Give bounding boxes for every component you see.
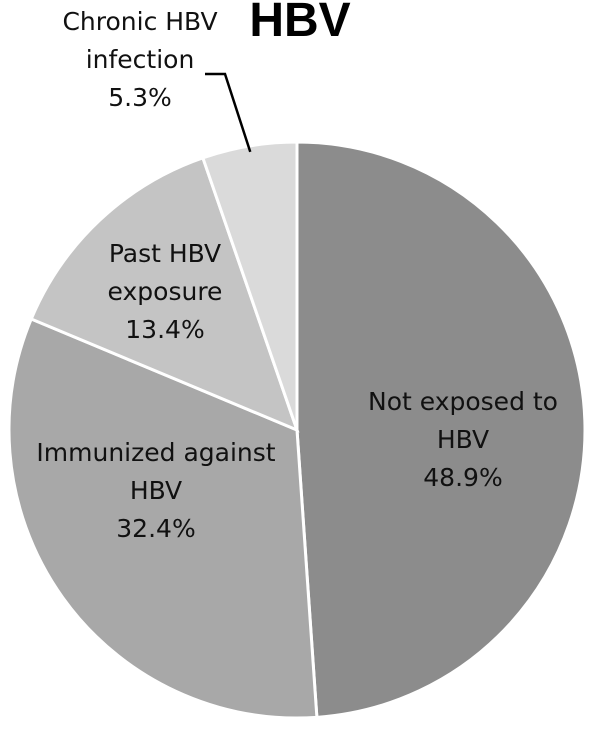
slice-labels: Not exposed to HBV 48.9% Immunized against H… <box>36 7 558 543</box>
pie-slice-immunized-against-hbv <box>7 316 319 720</box>
pie-slices <box>7 140 587 720</box>
slice-label-line: HBV <box>130 476 182 505</box>
slice-label-immunized-against-hbv: Immunized against HBV 32.4% <box>36 438 275 543</box>
slice-label-line: infection <box>86 45 195 74</box>
slice-label-line: Past HBV <box>109 239 221 268</box>
slice-label-line: HBV <box>437 425 489 454</box>
slice-label-line: Chronic HBV <box>62 7 217 36</box>
slice-label-line: 48.9% <box>423 463 502 492</box>
slice-label-chronic-hbv-infection: Chronic HBV infection 5.3% <box>62 7 217 112</box>
pie-slice-not-exposed-to-hbv <box>295 140 587 719</box>
slice-label-line: Not exposed to <box>368 387 558 416</box>
slice-label-past-hbv-exposure: Past HBV exposure 13.4% <box>108 239 223 344</box>
chart-title: HBV <box>249 0 350 47</box>
leader-lines <box>205 72 252 153</box>
slice-label-line: Immunized against <box>36 438 275 467</box>
slice-label-line: exposure <box>108 277 223 306</box>
pie-slice-past-hbv-exposure <box>29 155 300 433</box>
slice-label-line: 5.3% <box>108 83 172 112</box>
slice-label-not-exposed-to-hbv: Not exposed to HBV 48.9% <box>368 387 558 492</box>
leader-line <box>205 72 252 153</box>
slice-label-line: 13.4% <box>125 315 204 344</box>
slice-label-line: 32.4% <box>116 514 195 543</box>
